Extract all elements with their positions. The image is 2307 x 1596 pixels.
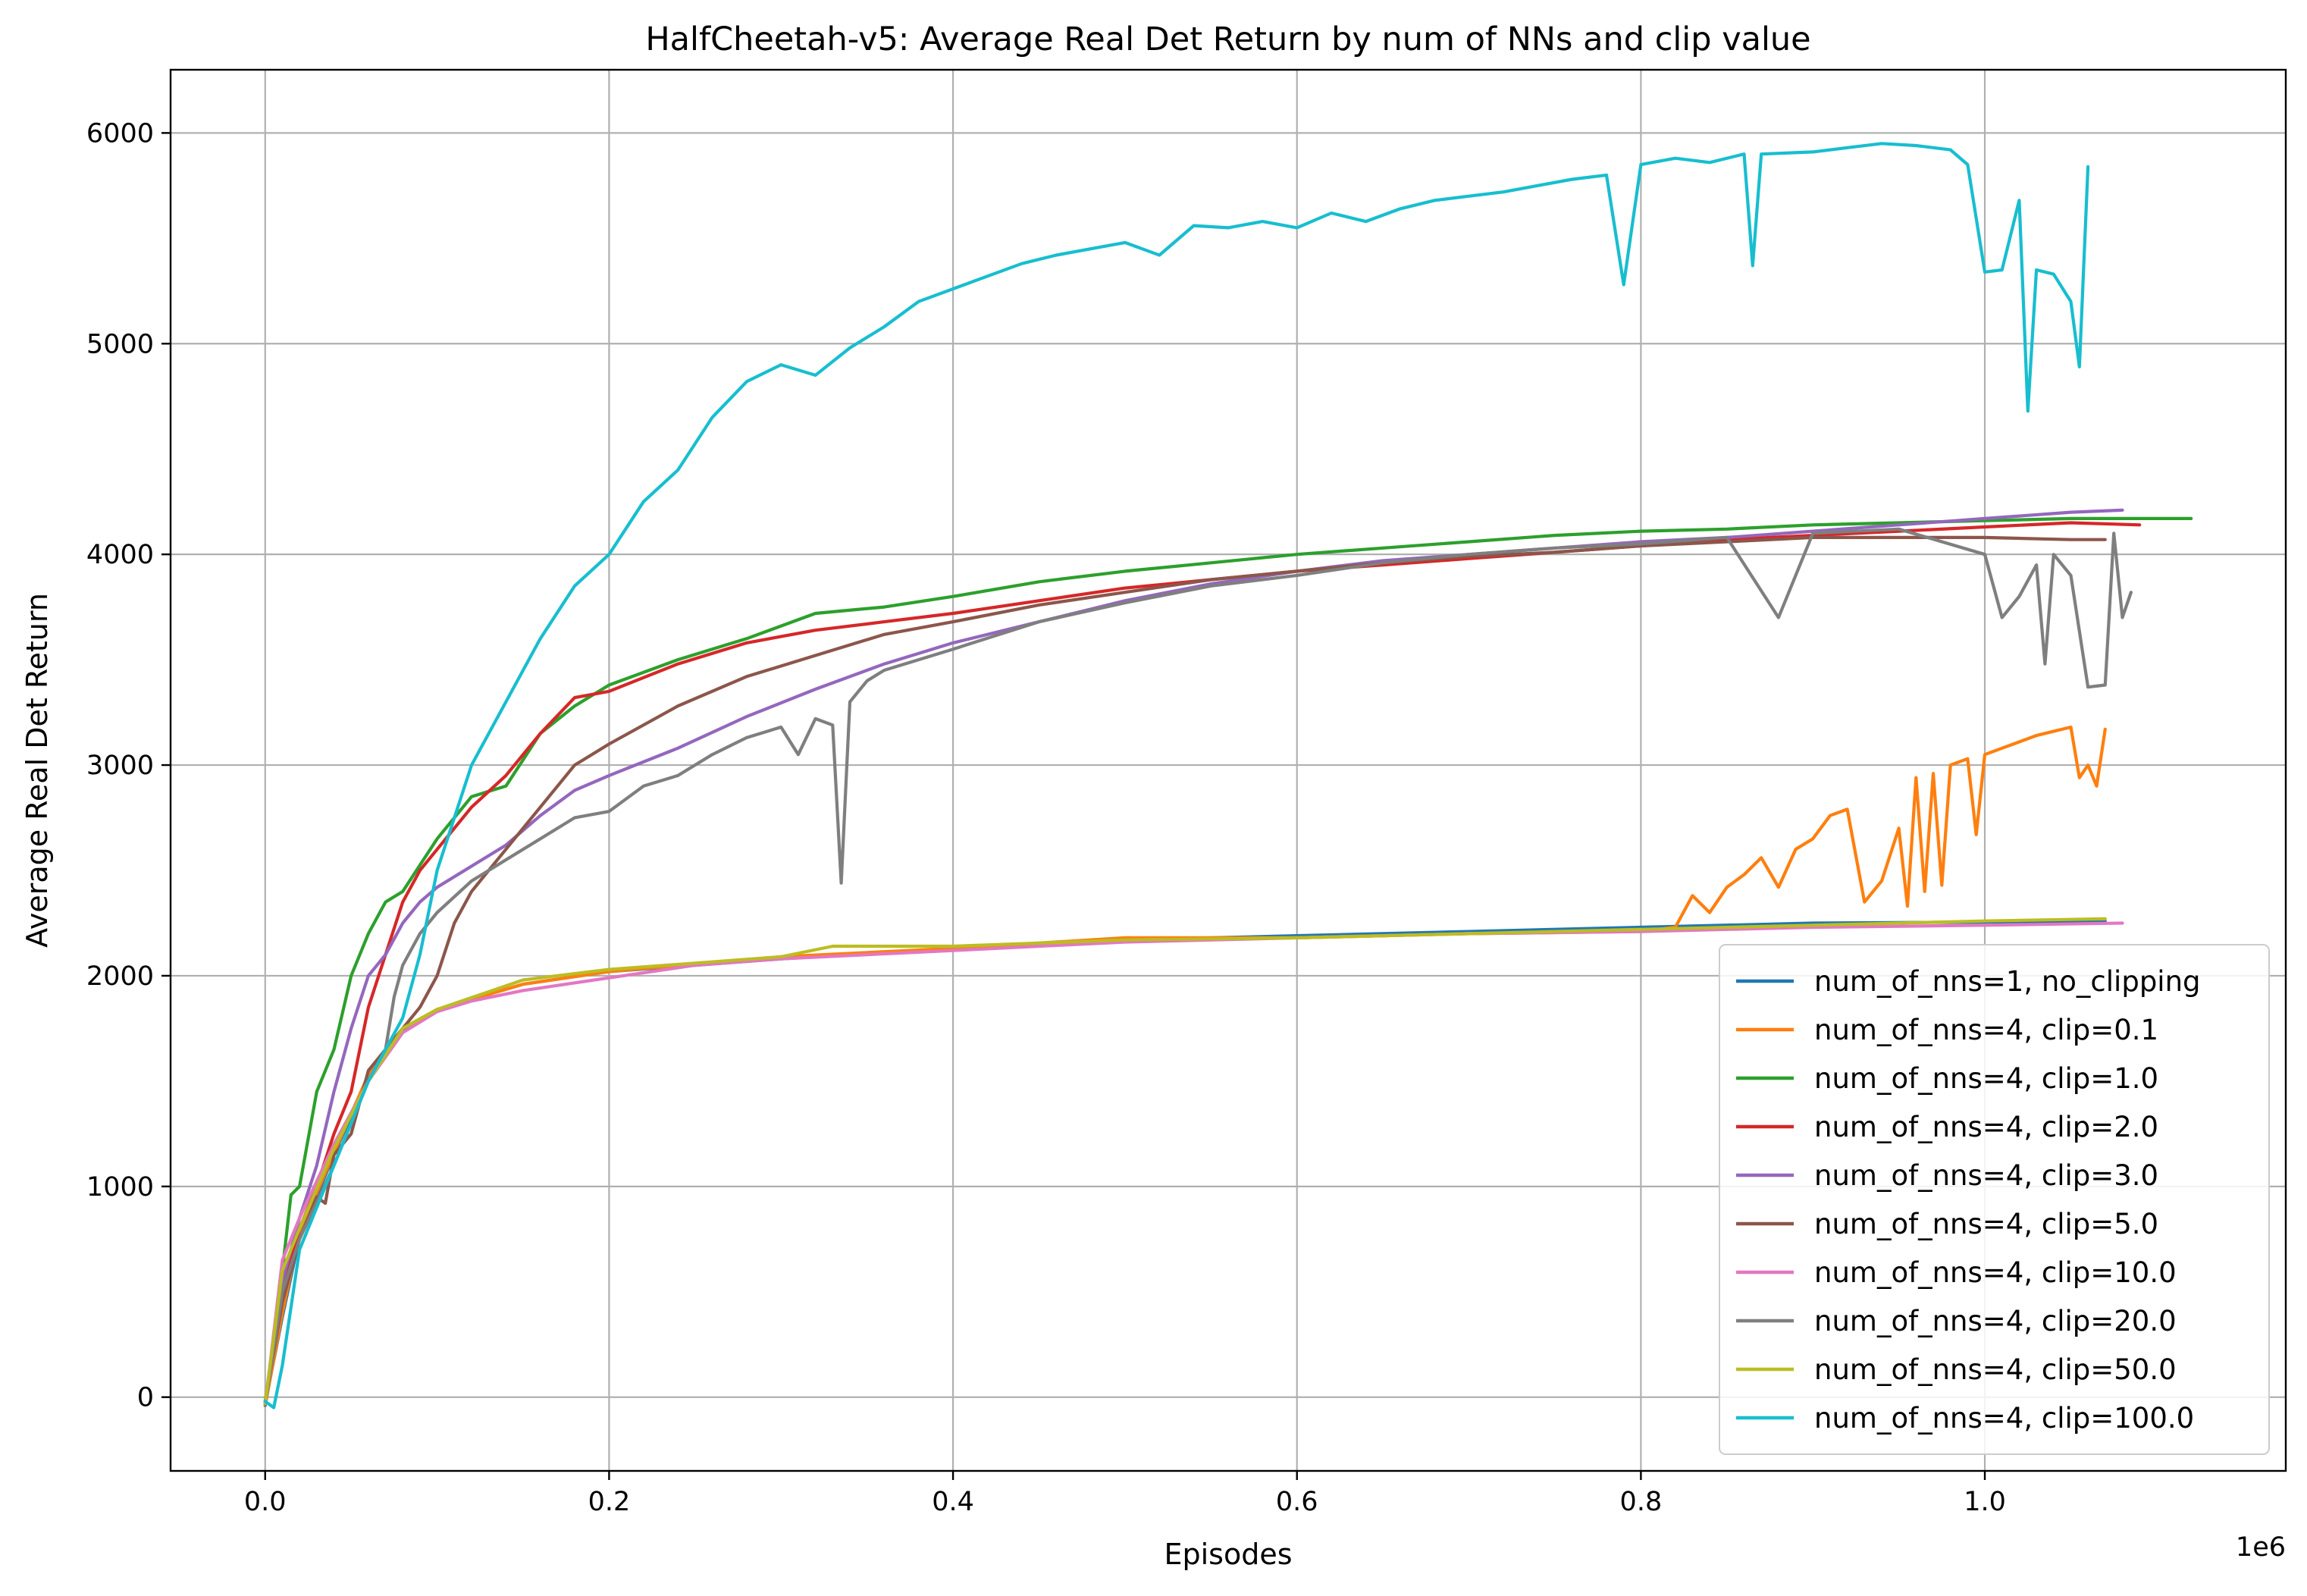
series-line-3 [263, 516, 2193, 1406]
plot-area-frame [169, 68, 2287, 1472]
y-tick-label: 6000 [86, 118, 154, 149]
y-tick-label: 4000 [86, 540, 154, 570]
x-tick-label: 0.4 [932, 1487, 974, 1517]
legend: num_of_nns=1, no_clipping num_of_nns=4, c… [1719, 944, 2270, 1455]
y-tick-label: 5000 [86, 329, 154, 359]
y-tick-label: 0 [137, 1383, 154, 1413]
x-tick-label: 0.8 [1620, 1487, 1663, 1517]
y-tick-label: 1000 [86, 1172, 154, 1202]
legend-entry-label: num_of_nns=4, clip=0.1 [1814, 1014, 2158, 1046]
series-group [263, 142, 2193, 1409]
legend-entry-label: num_of_nns=4, clip=3.0 [1814, 1159, 2158, 1192]
legend-entry-label: num_of_nns=4, clip=50.0 [1814, 1353, 2177, 1386]
x-tick-label: 0.2 [588, 1487, 631, 1517]
y-axis-label: Average Real Det Return [20, 593, 54, 948]
series-line-9 [263, 917, 2107, 1406]
chart-title: HalfCheetah-v5: Average Real Det Return … [645, 20, 1810, 58]
legend-entry-label: num_of_nns=4, clip=20.0 [1814, 1305, 2177, 1337]
axis-ticks: 0.0 0.2 0.4 0.6 0.8 1.0 0 1000 2000 3000 4000 5000 6… [86, 118, 2006, 1517]
x-axis-offset-label: 1e6 [2236, 1532, 2286, 1563]
legend-entry-label: num_of_nns=4, clip=5.0 [1814, 1208, 2158, 1240]
grid [171, 70, 2286, 1471]
series-line-8 [263, 527, 2133, 1407]
series-line-2 [263, 725, 2107, 1407]
series-line-6 [263, 535, 2107, 1403]
x-axis-label: Episodes [1164, 1538, 1292, 1571]
x-tick-label: 1.0 [1964, 1487, 2006, 1517]
legend-entry-label: num_of_nns=4, clip=1.0 [1814, 1062, 2158, 1095]
x-tick-label: 0.6 [1276, 1487, 1318, 1517]
legend-entry-label: num_of_nns=4, clip=2.0 [1814, 1111, 2158, 1143]
y-tick-label: 3000 [86, 751, 154, 781]
legend-entry-label: num_of_nns=1, no_clipping [1814, 965, 2201, 998]
legend-entry-label: num_of_nns=4, clip=100.0 [1814, 1402, 2194, 1435]
legend-entry-label: num_of_nns=4, clip=10.0 [1814, 1256, 2177, 1289]
y-tick-label: 2000 [86, 961, 154, 992]
series-line-10 [263, 142, 2090, 1409]
legend-box [1719, 944, 2270, 1455]
x-tick-label: 0.0 [244, 1487, 287, 1517]
